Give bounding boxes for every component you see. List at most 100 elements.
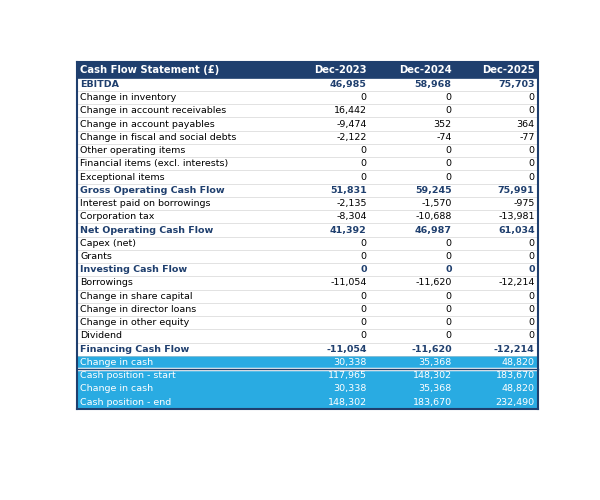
Text: 0: 0 bbox=[361, 239, 367, 248]
Text: 352: 352 bbox=[434, 120, 452, 128]
Text: -1,570: -1,570 bbox=[421, 199, 452, 208]
Text: Net Operating Cash Flow: Net Operating Cash Flow bbox=[80, 226, 214, 234]
Text: -2,135: -2,135 bbox=[336, 199, 367, 208]
Text: 0: 0 bbox=[529, 160, 535, 168]
Text: 75,703: 75,703 bbox=[498, 80, 535, 89]
Text: 148,302: 148,302 bbox=[413, 371, 452, 380]
Text: Change in cash: Change in cash bbox=[80, 358, 154, 367]
Bar bbox=[77, 263, 538, 276]
Bar bbox=[77, 210, 538, 224]
Text: 183,670: 183,670 bbox=[496, 371, 535, 380]
Text: 0: 0 bbox=[361, 292, 367, 300]
Text: 0: 0 bbox=[361, 172, 367, 182]
Text: 0: 0 bbox=[446, 106, 452, 116]
Text: -10,688: -10,688 bbox=[415, 212, 452, 222]
Text: Capex (net): Capex (net) bbox=[80, 239, 136, 248]
Text: EBITDA: EBITDA bbox=[80, 80, 119, 89]
Text: 30,338: 30,338 bbox=[333, 358, 367, 367]
Text: Investing Cash Flow: Investing Cash Flow bbox=[80, 265, 188, 274]
Text: -13,981: -13,981 bbox=[498, 212, 535, 222]
Text: -11,620: -11,620 bbox=[415, 278, 452, 287]
Text: 35,368: 35,368 bbox=[418, 358, 452, 367]
Bar bbox=[77, 118, 538, 130]
Bar bbox=[77, 382, 538, 396]
Text: 0: 0 bbox=[446, 93, 452, 102]
Text: 58,968: 58,968 bbox=[415, 80, 452, 89]
Text: Corporation tax: Corporation tax bbox=[80, 212, 155, 222]
Text: 0: 0 bbox=[446, 160, 452, 168]
Bar bbox=[77, 330, 538, 342]
Bar bbox=[77, 224, 538, 236]
Text: 0: 0 bbox=[361, 305, 367, 314]
Text: 0: 0 bbox=[528, 265, 535, 274]
Text: -8,304: -8,304 bbox=[336, 212, 367, 222]
Bar bbox=[77, 78, 538, 91]
Text: 51,831: 51,831 bbox=[330, 186, 367, 195]
Text: Change in account payables: Change in account payables bbox=[80, 120, 215, 128]
Text: 0: 0 bbox=[361, 93, 367, 102]
Text: 232,490: 232,490 bbox=[496, 398, 535, 406]
Text: Financing Cash Flow: Financing Cash Flow bbox=[80, 344, 190, 354]
Text: Change in other equity: Change in other equity bbox=[80, 318, 190, 327]
Bar bbox=[77, 144, 538, 157]
Text: 0: 0 bbox=[446, 292, 452, 300]
Text: 0: 0 bbox=[360, 265, 367, 274]
Text: 0: 0 bbox=[445, 265, 452, 274]
Text: 0: 0 bbox=[529, 332, 535, 340]
Text: 0: 0 bbox=[529, 305, 535, 314]
Text: 46,985: 46,985 bbox=[329, 80, 367, 89]
Text: 0: 0 bbox=[446, 239, 452, 248]
Text: 41,392: 41,392 bbox=[330, 226, 367, 234]
Text: 16,442: 16,442 bbox=[334, 106, 367, 116]
Text: 0: 0 bbox=[446, 318, 452, 327]
Text: -77: -77 bbox=[519, 133, 535, 142]
Text: -74: -74 bbox=[436, 133, 452, 142]
Text: Change in account receivables: Change in account receivables bbox=[80, 106, 227, 116]
Text: 35,368: 35,368 bbox=[418, 384, 452, 394]
Text: 30,338: 30,338 bbox=[333, 384, 367, 394]
Text: Cash position - start: Cash position - start bbox=[80, 371, 176, 380]
Text: 0: 0 bbox=[529, 292, 535, 300]
Text: Dec-2023: Dec-2023 bbox=[314, 65, 367, 75]
Text: Dec-2025: Dec-2025 bbox=[482, 65, 535, 75]
Text: 48,820: 48,820 bbox=[502, 384, 535, 394]
Text: -9,474: -9,474 bbox=[336, 120, 367, 128]
Text: Exceptional items: Exceptional items bbox=[80, 172, 165, 182]
Text: 0: 0 bbox=[529, 106, 535, 116]
Text: 0: 0 bbox=[446, 146, 452, 155]
Bar bbox=[77, 276, 538, 289]
Text: 59,245: 59,245 bbox=[415, 186, 452, 195]
Text: 0: 0 bbox=[529, 146, 535, 155]
Bar bbox=[77, 369, 538, 382]
Bar bbox=[77, 104, 538, 118]
Text: 0: 0 bbox=[446, 252, 452, 261]
Text: Dec-2024: Dec-2024 bbox=[399, 65, 452, 75]
Text: 0: 0 bbox=[529, 252, 535, 261]
Bar bbox=[77, 62, 538, 78]
Bar bbox=[77, 91, 538, 104]
Text: 148,302: 148,302 bbox=[328, 398, 367, 406]
Text: Financial items (excl. interests): Financial items (excl. interests) bbox=[80, 160, 229, 168]
Text: 0: 0 bbox=[446, 332, 452, 340]
Text: -11,620: -11,620 bbox=[411, 344, 452, 354]
Text: 0: 0 bbox=[529, 318, 535, 327]
Text: Cash position - end: Cash position - end bbox=[80, 398, 172, 406]
Text: Dividend: Dividend bbox=[80, 332, 122, 340]
Text: -2,122: -2,122 bbox=[336, 133, 367, 142]
Bar bbox=[77, 342, 538, 356]
Text: 61,034: 61,034 bbox=[498, 226, 535, 234]
Text: 75,991: 75,991 bbox=[498, 186, 535, 195]
Text: Change in inventory: Change in inventory bbox=[80, 93, 176, 102]
Text: 0: 0 bbox=[361, 332, 367, 340]
Bar bbox=[77, 316, 538, 330]
Text: Cash Flow Statement (£): Cash Flow Statement (£) bbox=[80, 65, 220, 75]
Bar bbox=[77, 130, 538, 144]
Text: 183,670: 183,670 bbox=[413, 398, 452, 406]
Text: -11,054: -11,054 bbox=[326, 344, 367, 354]
Bar bbox=[77, 356, 538, 369]
Text: -975: -975 bbox=[513, 199, 535, 208]
Text: 48,820: 48,820 bbox=[502, 358, 535, 367]
Text: Change in share capital: Change in share capital bbox=[80, 292, 193, 300]
Text: 0: 0 bbox=[529, 172, 535, 182]
Text: -11,054: -11,054 bbox=[330, 278, 367, 287]
